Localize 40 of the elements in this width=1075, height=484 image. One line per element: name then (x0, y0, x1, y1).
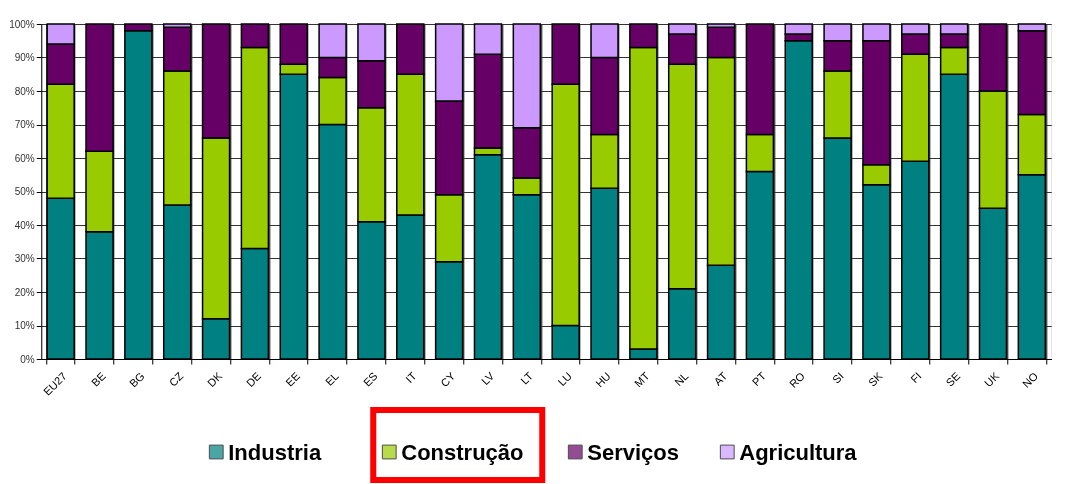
x-tick-label: IT (403, 369, 419, 386)
x-tick-label: SI (830, 369, 846, 386)
legend-label: Agricultura (739, 440, 858, 465)
y-tick-label: 40% (14, 219, 35, 231)
x-tick-label: ES (360, 369, 380, 389)
x-tick-label: DE (243, 369, 264, 390)
x-tick-label: LU (555, 369, 574, 389)
y-tick-label: 90% (14, 52, 35, 63)
x-tick-label: CZ (166, 369, 186, 389)
y-tick-label: 80% (14, 85, 35, 97)
x-tick-label: FI (908, 369, 924, 386)
x-tick-label: BE (88, 369, 108, 389)
legend-label: Construção (401, 440, 524, 465)
y-tick-label: 70% (14, 119, 35, 130)
legend-label: Serviços (587, 440, 679, 465)
x-tick-label: DK (205, 369, 225, 390)
y-tick-label: 20% (14, 286, 35, 298)
x-tick-label: LV (478, 369, 497, 388)
x-tick-label: LT (518, 369, 536, 387)
y-tick-label: 50% (14, 186, 35, 197)
x-tick-label: CY (438, 369, 458, 390)
x-tick-label: PT (749, 369, 769, 389)
x-tick-label: EL (322, 369, 341, 388)
x-tick-label: HU (593, 369, 613, 390)
x-tick-label: SE (943, 369, 963, 389)
x-tick-label: SK (865, 369, 886, 389)
x-tick-label: NO (1019, 369, 1041, 390)
y-tick-label: 0% (20, 353, 35, 365)
y-tick-label: 60% (14, 152, 35, 164)
y-tick-label: 10% (14, 320, 35, 331)
x-tick-label: AT (711, 369, 730, 388)
x-tick-label: EE (283, 369, 303, 389)
x-tick-label: RO (786, 369, 808, 390)
x-tick-label: NL (672, 369, 691, 389)
y-tick-label: 100% (9, 18, 35, 30)
x-tick-label: BG (126, 369, 147, 390)
x-tick-label: UK (981, 369, 1002, 390)
x-tick-label: MT (631, 369, 652, 390)
legend-label: Industria (228, 440, 322, 465)
y-tick-label: 30% (14, 253, 35, 264)
